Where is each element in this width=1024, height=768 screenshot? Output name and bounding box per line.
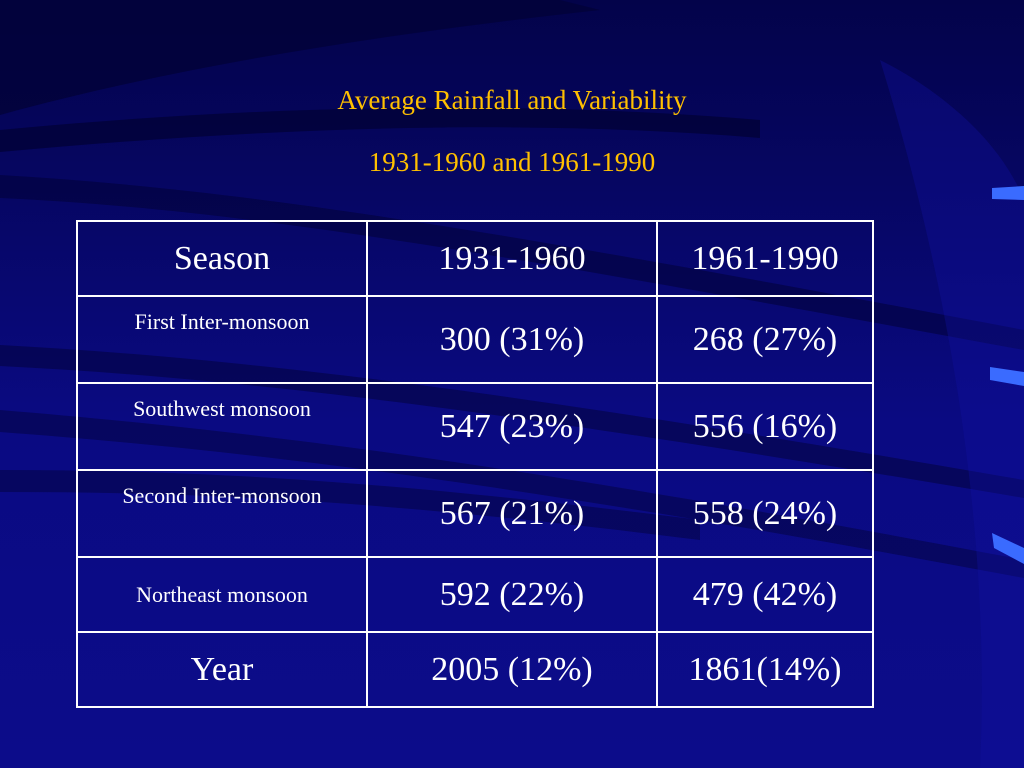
season-cell: Year — [76, 631, 368, 708]
value-cell: 1861(14%) — [656, 631, 874, 708]
value-cell: 479 (42%) — [656, 556, 874, 633]
table-row: Southwest monsoon 547 (23%) 556 (16%) — [76, 382, 874, 471]
header-season: Season — [76, 220, 368, 297]
value-cell: 556 (16%) — [656, 382, 874, 471]
value-cell: 567 (21%) — [366, 469, 658, 558]
season-cell: Second Inter-monsoon — [76, 469, 368, 558]
header-period-1961-1990: 1961-1990 — [656, 220, 874, 297]
season-cell: First Inter-monsoon — [76, 295, 368, 384]
slide-subtitle: 1931-1960 and 1961-1990 — [368, 147, 656, 177]
header-period-1931-1960: 1931-1960 — [366, 220, 658, 297]
value-cell: 547 (23%) — [366, 382, 658, 471]
table-row: First Inter-monsoon 300 (31%) 268 (27%) — [76, 295, 874, 384]
table-row: Northeast monsoon 592 (22%) 479 (42%) — [76, 556, 874, 633]
value-cell: 558 (24%) — [656, 469, 874, 558]
value-cell: 268 (27%) — [656, 295, 874, 384]
value-cell: 2005 (12%) — [366, 631, 658, 708]
table-row: Second Inter-monsoon 567 (21%) 558 (24%) — [76, 469, 874, 558]
value-cell: 300 (31%) — [366, 295, 658, 384]
season-cell: Northeast monsoon — [76, 556, 368, 633]
rainfall-table: Season 1931-1960 1961-1990 First Inter-m… — [76, 220, 874, 708]
slide-title: Average Rainfall and Variability — [337, 85, 687, 115]
table-row: Year 2005 (12%) 1861(14%) — [76, 631, 874, 708]
season-cell: Southwest monsoon — [76, 382, 368, 471]
value-cell: 592 (22%) — [366, 556, 658, 633]
table-header-row: Season 1931-1960 1961-1990 — [76, 220, 874, 297]
